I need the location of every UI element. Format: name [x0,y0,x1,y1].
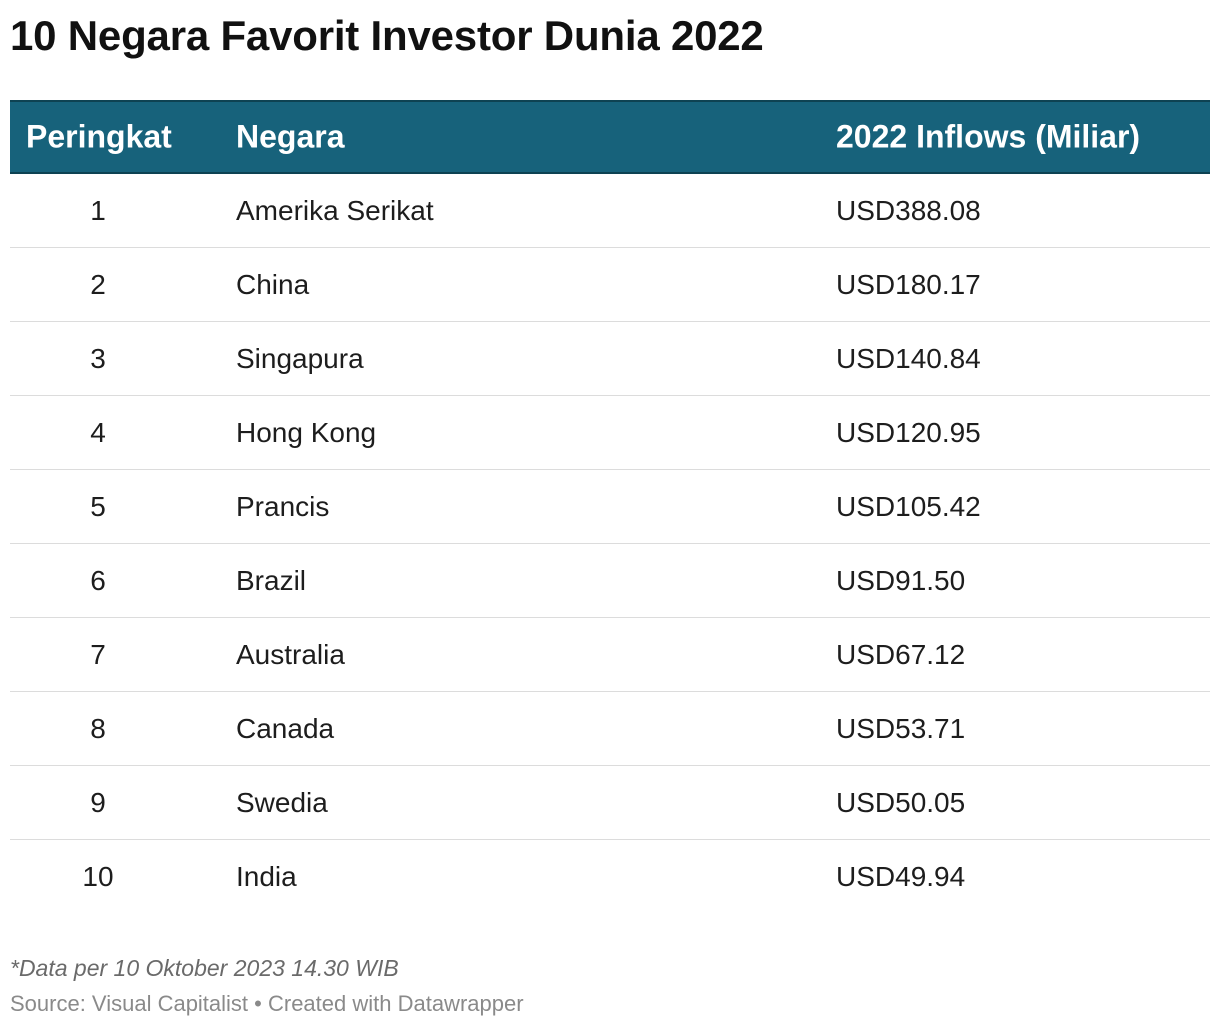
value-cell: USD388.08 [836,194,981,226]
column-header-rank: Peringkat [26,118,172,155]
value-cell: USD180.17 [836,268,981,300]
table-row: 4 Hong Kong USD120.95 [10,396,1210,470]
value-cell: USD105.42 [836,490,981,522]
rank-cell: 1 [90,194,106,226]
value-cell: USD53.71 [836,712,966,744]
country-cell: Hong Kong [236,416,377,448]
data-table: Peringkat Negara 2022 Inflows (Miliar) 1… [10,100,1210,914]
table-header: Peringkat Negara 2022 Inflows (Miliar) [10,100,1210,174]
column-header-country: Negara [236,118,345,155]
country-cell: India [236,861,297,892]
country-cell: Amerika Serikat [236,194,434,226]
value-cell: USD91.50 [836,564,966,596]
rank-cell: 8 [90,712,106,744]
rank-cell: 9 [90,786,106,818]
footnote: *Data per 10 Oktober 2023 14.30 WIB [10,955,399,981]
country-cell: Australia [236,638,345,670]
table-row: 10 India USD49.94 [10,840,1210,914]
table-row: 7 Australia USD67.12 [10,618,1210,692]
table-row: 2 China USD180.17 [10,248,1210,322]
table-body: 1 Amerika Serikat USD388.08 2 China USD1… [10,174,1210,914]
table-row: 8 Canada USD53.71 [10,692,1210,766]
rank-cell: 3 [90,342,106,374]
rank-cell: 7 [90,638,106,670]
country-cell: China [236,268,310,300]
table-row: 5 Prancis USD105.42 [10,470,1210,544]
table-row: 6 Brazil USD91.50 [10,544,1210,618]
page-title: 10 Negara Favorit Investor Dunia 2022 [10,12,764,59]
value-cell: USD120.95 [836,416,981,448]
rank-cell: 4 [90,416,106,448]
value-cell: USD140.84 [836,342,981,374]
rank-cell: 6 [90,564,106,596]
table-row: 3 Singapura USD140.84 [10,322,1210,396]
table-row: 1 Amerika Serikat USD388.08 [10,174,1210,248]
country-cell: Prancis [236,490,330,522]
value-cell: USD67.12 [836,638,966,670]
column-header-value: 2022 Inflows (Miliar) [836,118,1141,155]
rank-cell: 10 [82,861,114,892]
source-credit: Source: Visual Capitalist • Created with… [10,991,524,1016]
value-cell: USD50.05 [836,786,966,818]
rank-cell: 2 [90,268,106,300]
country-cell: Swedia [236,786,328,818]
country-cell: Canada [236,712,335,744]
country-cell: Singapura [236,342,364,374]
value-cell: USD49.94 [836,861,966,892]
country-cell: Brazil [236,564,307,596]
table-row: 9 Swedia USD50.05 [10,766,1210,840]
rank-cell: 5 [90,490,106,522]
